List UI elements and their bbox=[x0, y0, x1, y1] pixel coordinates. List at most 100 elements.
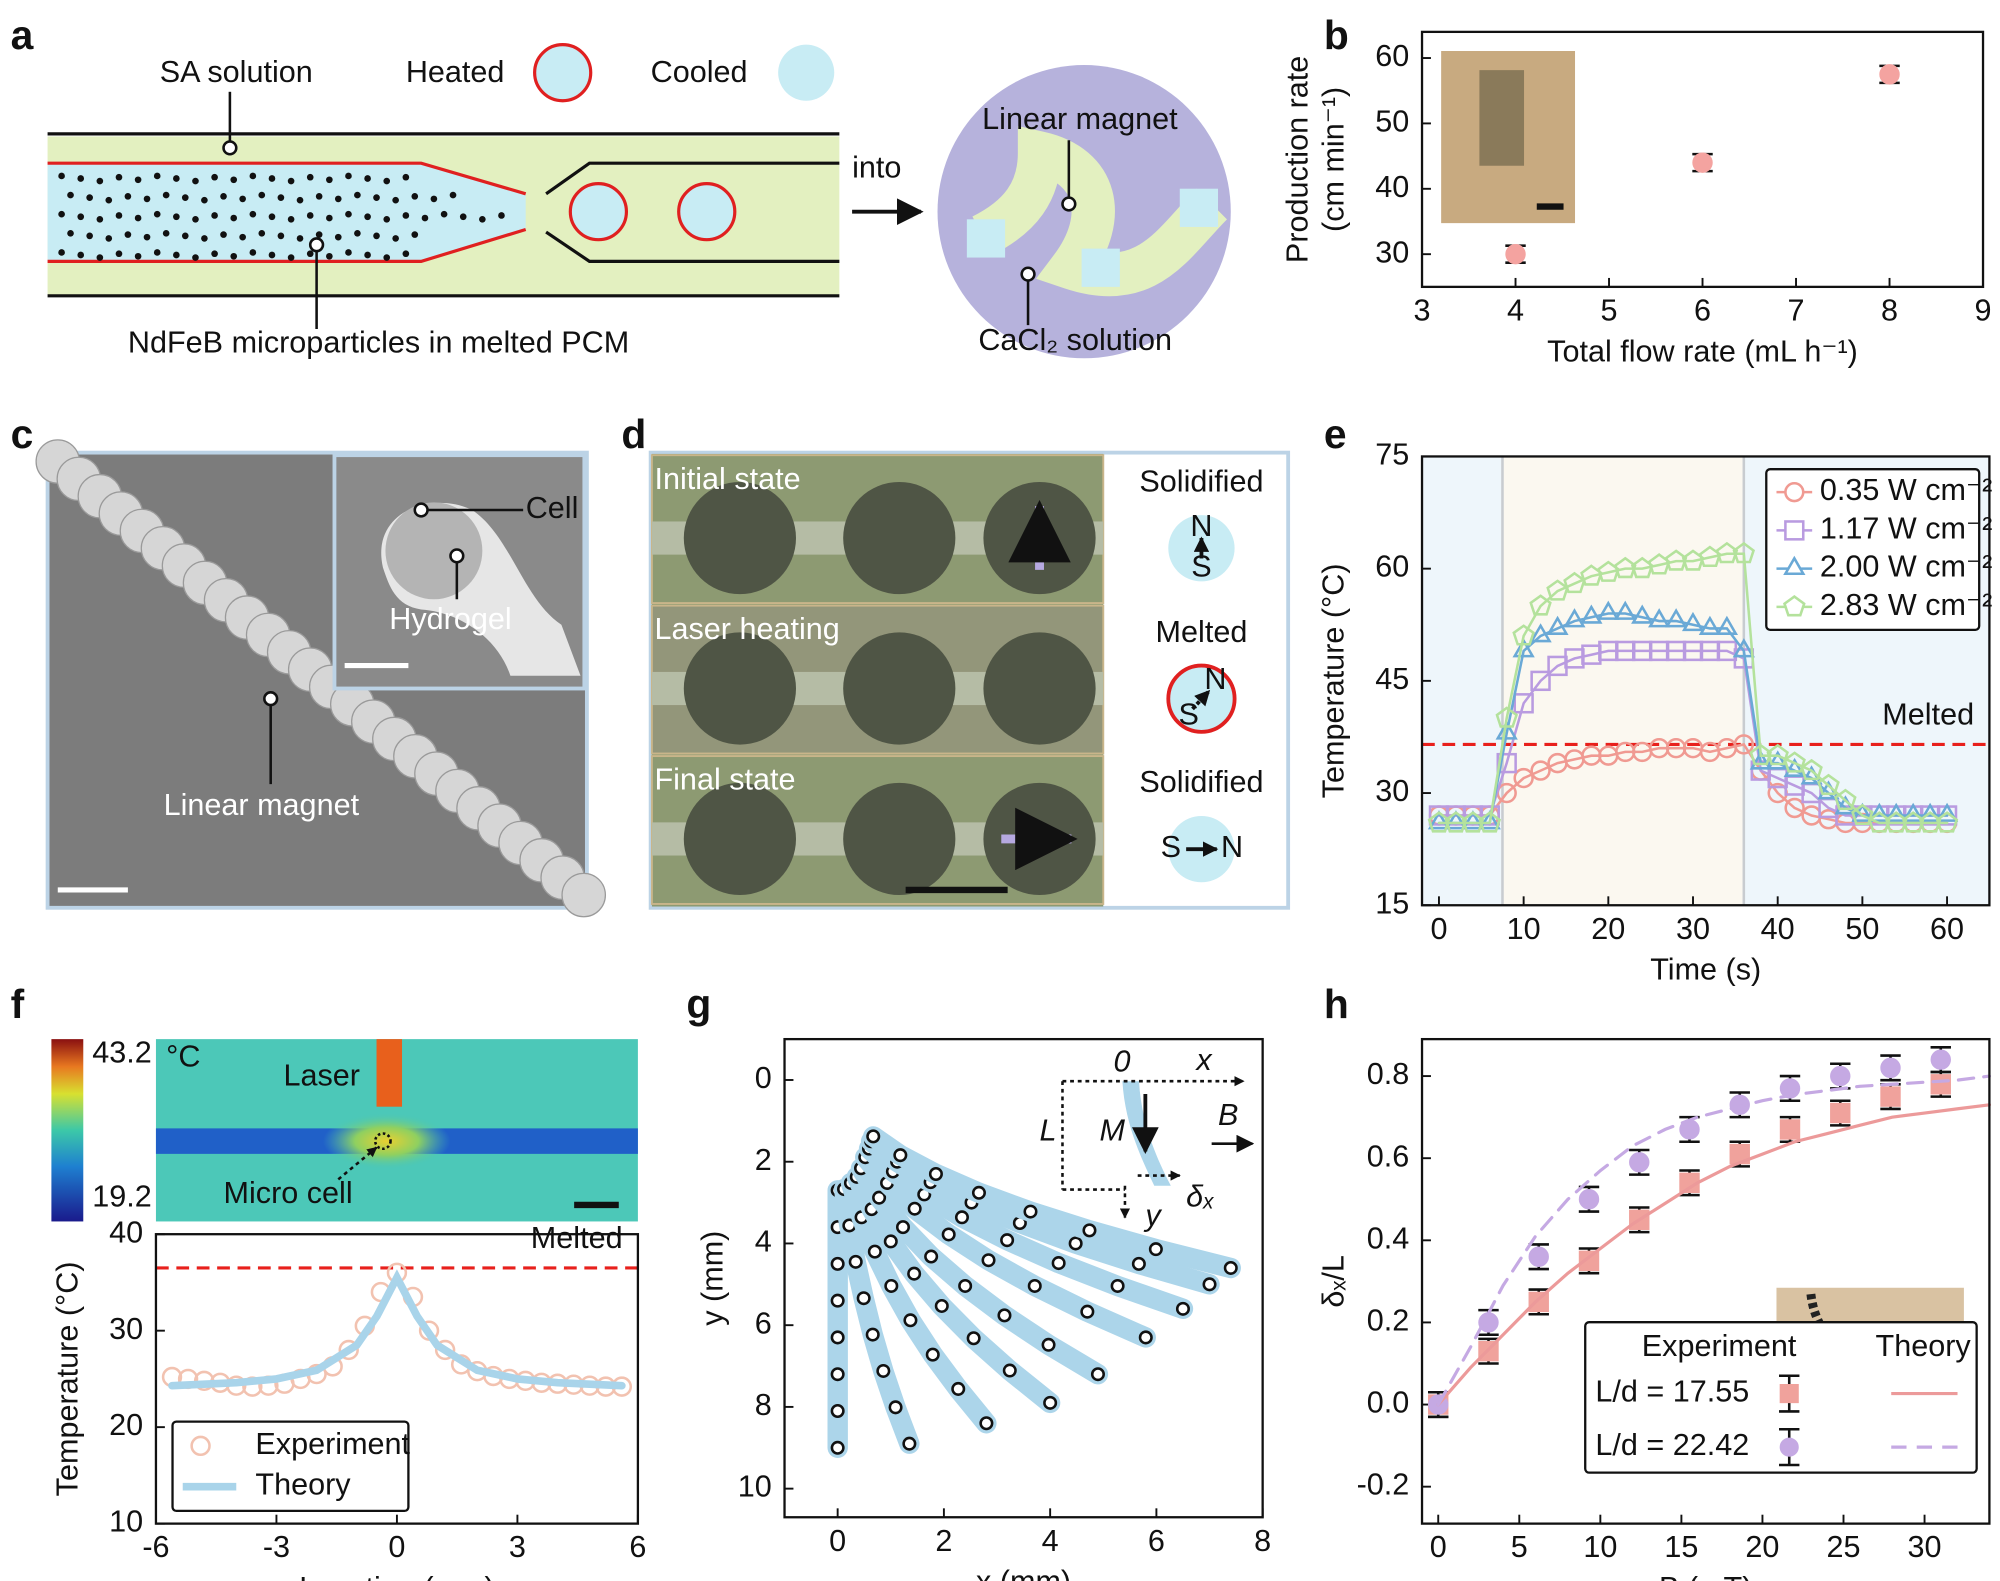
particle bbox=[201, 196, 208, 204]
particle bbox=[230, 214, 238, 222]
x-tick-label: 30 bbox=[1676, 912, 1710, 946]
particle bbox=[86, 232, 93, 240]
label: SA solution bbox=[160, 55, 313, 89]
particle bbox=[459, 213, 467, 221]
pole-n: N bbox=[1190, 509, 1212, 543]
y-axis-label: δₓ/L bbox=[1316, 1255, 1350, 1308]
legend-label: 0.35 W cm⁻² bbox=[1820, 473, 1992, 507]
x-tick-label: 0 bbox=[1430, 1530, 1447, 1564]
particle bbox=[67, 191, 74, 199]
y-tick-label: 40 bbox=[1375, 170, 1409, 204]
particle bbox=[124, 193, 132, 200]
particle bbox=[239, 195, 246, 203]
marker bbox=[1597, 600, 1620, 620]
marker bbox=[1868, 802, 1891, 822]
particle bbox=[230, 252, 238, 260]
leader-dot bbox=[308, 237, 325, 253]
particle bbox=[479, 215, 486, 223]
series-line bbox=[168, 1269, 626, 1390]
label: Cooled bbox=[651, 55, 748, 89]
pole-s: S bbox=[1161, 830, 1181, 864]
particle bbox=[402, 173, 410, 181]
series-line bbox=[1436, 1103, 1991, 1407]
marker bbox=[1800, 758, 1823, 781]
x-tick-label: 15 bbox=[1664, 1530, 1698, 1564]
y-tick-label: 45 bbox=[1375, 662, 1409, 696]
marker bbox=[888, 1400, 903, 1415]
plot-frame bbox=[1420, 30, 1985, 289]
particle bbox=[181, 194, 189, 201]
particle bbox=[211, 212, 218, 219]
particle bbox=[153, 172, 161, 180]
marker bbox=[884, 1278, 899, 1293]
marker bbox=[1783, 757, 1806, 777]
marker bbox=[830, 1403, 845, 1419]
marker bbox=[1505, 243, 1526, 265]
label: NdFeB microparticles in melted PCM bbox=[128, 325, 629, 359]
particle bbox=[354, 191, 361, 199]
label: Cell bbox=[526, 491, 579, 525]
particle bbox=[134, 214, 142, 222]
threshold-label: Melted bbox=[1882, 697, 1974, 731]
marker bbox=[848, 1254, 863, 1269]
marker bbox=[867, 1244, 882, 1259]
particle bbox=[211, 250, 218, 258]
annotation: 0 bbox=[1113, 1044, 1130, 1078]
state-label: Final state bbox=[654, 763, 795, 797]
leader-dot bbox=[1020, 266, 1036, 282]
particle bbox=[201, 235, 208, 242]
label: Micro cell bbox=[224, 1176, 353, 1210]
marker bbox=[907, 1266, 922, 1281]
capillary bbox=[47, 163, 526, 262]
marker bbox=[1138, 1330, 1153, 1345]
leader-dot bbox=[449, 548, 465, 564]
y-tick-label: 0.8 bbox=[1367, 1057, 1410, 1091]
marker bbox=[434, 1339, 456, 1361]
y-axis-label: (cm min⁻¹) bbox=[1316, 87, 1350, 232]
particle bbox=[315, 193, 323, 200]
x-axis-label: Total flow rate (mL h⁻¹) bbox=[1547, 334, 1858, 368]
annotation: δₓ bbox=[1186, 1180, 1215, 1214]
plot-frame bbox=[1420, 455, 1991, 907]
marker bbox=[1779, 1078, 1801, 1099]
particle bbox=[392, 196, 399, 204]
leader-dot bbox=[1061, 196, 1077, 212]
annotation: B bbox=[1218, 1098, 1238, 1132]
pole-s: S bbox=[1191, 550, 1211, 584]
marker bbox=[1563, 608, 1586, 628]
marker bbox=[1648, 608, 1671, 628]
marker bbox=[1080, 1304, 1095, 1319]
particle bbox=[383, 254, 391, 261]
leader-dot bbox=[263, 691, 279, 707]
marker bbox=[1528, 1291, 1549, 1313]
particle bbox=[105, 196, 113, 204]
pole-arrow bbox=[1191, 689, 1211, 711]
marker bbox=[893, 1148, 908, 1163]
laser bbox=[376, 1039, 403, 1107]
marker bbox=[1578, 1189, 1600, 1210]
particle bbox=[115, 173, 123, 181]
particle bbox=[498, 212, 505, 219]
marker bbox=[1027, 1278, 1042, 1293]
panel-label: c bbox=[11, 411, 34, 457]
marker bbox=[876, 1363, 891, 1378]
legend-label: 2.83 W cm⁻² bbox=[1820, 588, 1992, 622]
particle bbox=[411, 231, 419, 238]
heated-icon bbox=[533, 43, 593, 103]
marker bbox=[1779, 1384, 1799, 1404]
magnet-unit bbox=[683, 481, 796, 595]
marker bbox=[907, 1201, 922, 1216]
label: Laser bbox=[283, 1058, 360, 1092]
y-tick-label: 2 bbox=[755, 1143, 772, 1177]
marker bbox=[1513, 767, 1534, 789]
particle bbox=[383, 215, 391, 223]
y-axis-label: y (mm) bbox=[695, 1231, 729, 1326]
particle bbox=[220, 231, 227, 238]
particle bbox=[249, 210, 257, 218]
tube-wall bbox=[545, 161, 840, 196]
label: CaCl₂ solution bbox=[978, 323, 1172, 357]
leader bbox=[337, 1146, 378, 1181]
marker bbox=[1664, 608, 1688, 628]
particle bbox=[345, 210, 352, 218]
